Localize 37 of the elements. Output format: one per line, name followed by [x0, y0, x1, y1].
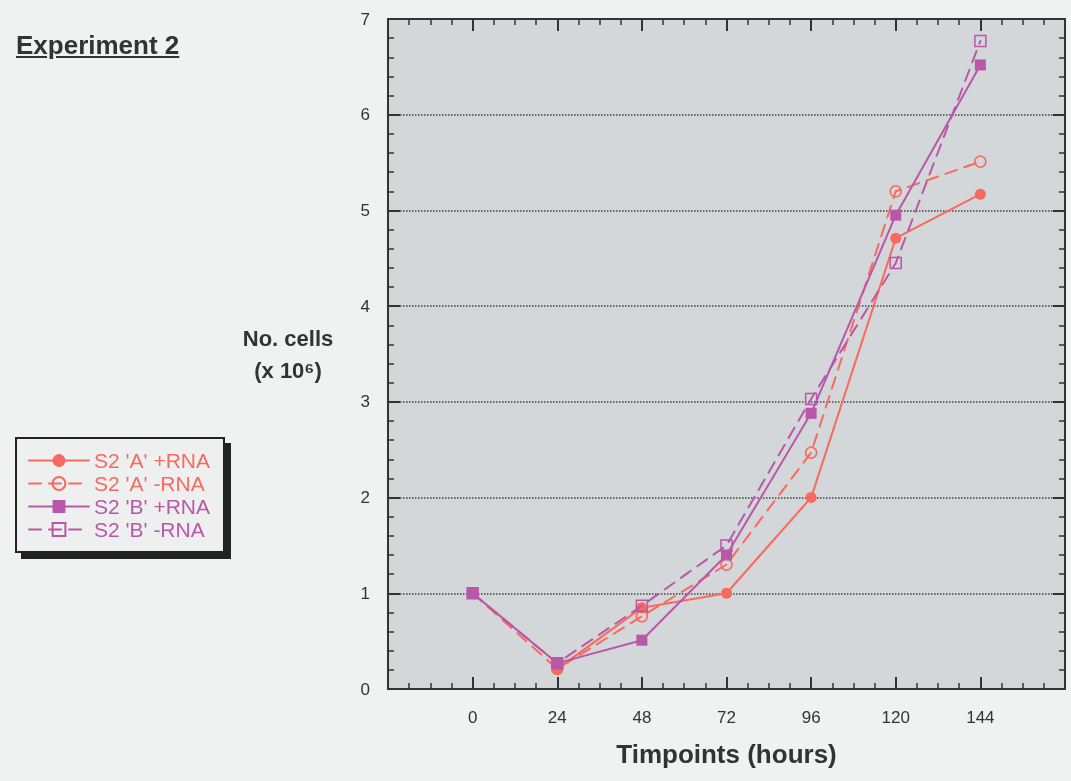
legend-label: S2 'B' +RNA	[94, 495, 210, 518]
y-tick-label: 6	[360, 105, 370, 125]
point	[974, 59, 986, 71]
x-tick-label: 0	[467, 708, 478, 727]
legend-label: S2 'A' -RNA	[94, 472, 205, 495]
x-tick-label: 120	[881, 708, 910, 727]
x-tick-label: 72	[717, 708, 736, 727]
y-tick-label: 4	[360, 296, 370, 316]
x-tick-label: 48	[632, 708, 652, 727]
y-axis-title: No. cells (x 10⁶)	[242, 325, 334, 383]
y-tick-label: 2	[360, 488, 370, 508]
point	[805, 492, 817, 504]
point	[721, 587, 732, 599]
x-tick-label: 144	[966, 708, 995, 727]
point	[804, 446, 818, 459]
point	[805, 407, 817, 419]
point	[974, 34, 987, 48]
x-tick-label: 96	[801, 708, 821, 727]
point	[635, 610, 649, 623]
point	[636, 634, 648, 646]
y-tick-label: 3	[360, 392, 370, 412]
y-tick-label: 0	[360, 679, 370, 699]
x-tick-label: 24	[547, 708, 567, 727]
point	[974, 188, 986, 200]
point	[890, 232, 902, 244]
y-tick-label: 5	[360, 200, 370, 220]
x-axis-title: Timpoints (hours)	[616, 739, 837, 769]
point	[889, 185, 902, 198]
legend-label: S2 'A' +RNA	[94, 449, 210, 472]
point	[890, 209, 902, 221]
text: Experiment 2	[16, 30, 180, 61]
point	[889, 256, 902, 270]
point	[804, 392, 818, 406]
point	[974, 155, 987, 168]
legend-label: S2 'B' -RNA	[94, 518, 205, 541]
y-tick-label: 7	[360, 9, 370, 29]
y-tick-label: 1	[360, 583, 370, 603]
